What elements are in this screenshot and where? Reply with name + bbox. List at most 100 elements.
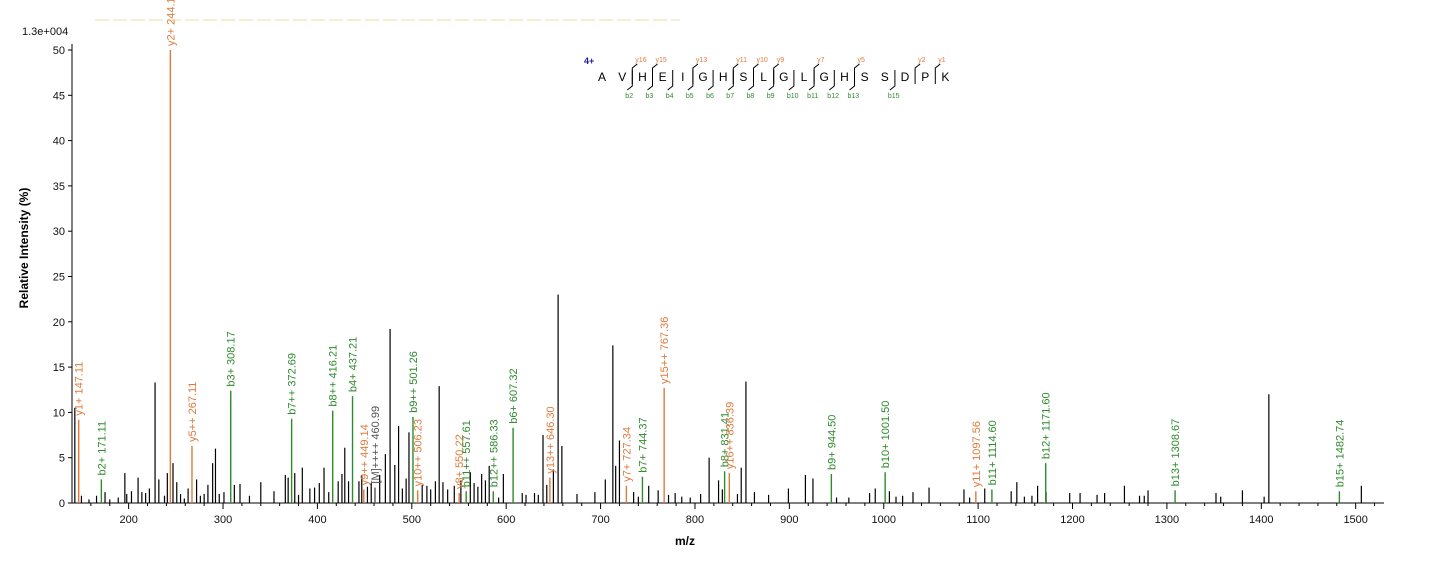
b-fragment-bracket [727,70,734,91]
sequence-residue: G [820,70,829,84]
sequence-residue: E [659,70,667,84]
peak-label: b2+ 171.11 [96,421,108,476]
sequence-residue: I [681,70,684,84]
peak-label: b6+ 607.32 [508,368,520,423]
y-tick-label: 5 [59,453,65,465]
b-fragment-index: b4 [666,93,674,100]
x-tick-label: 900 [780,514,798,526]
axes: 0 5 10 15 20 25 30 35 40 45 50 200 300 400 500 600 700 80… [53,19,1384,526]
peak-label: b3+ 308.17 [226,331,238,386]
y-fragment-bracket [652,63,658,84]
x-tick-label: 1300 [1155,514,1179,526]
sequence-residue: V [618,70,626,84]
y-tick-label: 10 [53,407,65,419]
y-tick-label: 40 [53,136,65,148]
b-fragment-index: b15 [888,93,900,100]
y-fragment-index: y11 [736,57,747,64]
sequence-residue: S [861,70,869,84]
x-tick-label: 1100 [966,514,990,526]
peak-label: y13++ 646.30 [545,406,557,473]
b-fragment-index: b11 [807,93,818,100]
sequence-residue: L [760,70,767,84]
b-fragment-index: b10 [787,93,799,100]
sequence-residue: G [698,70,707,84]
b-fragment-index: b8 [747,93,755,100]
peak-label: b8+ 831.41 [720,412,732,467]
x-tick-label: 600 [497,514,515,526]
sequence-residue: H [719,70,728,84]
sequence-residue: P [921,70,929,84]
y-fragment-index: y16 [635,57,646,64]
peak-labels: y1+ 147.11 b2+ 171.11 y2+ 244.18 y5++ 267.1… [74,0,1347,489]
b-fragment-bracket [889,70,896,91]
x-tick-label: 1000 [871,514,895,526]
peak-label: b8++ 416.21 [328,345,340,407]
b-fragment-index: b13 [848,93,860,100]
b-fragment-bracket [647,70,653,91]
peak-label: b11++ 557.61 [461,420,473,487]
peak-label: b4+ 437.21 [348,337,360,392]
x-tick-label: 800 [686,514,704,526]
x-tick-label: 400 [308,514,326,526]
y-tick-label: 30 [53,226,65,238]
b-fragment-bracket [748,70,754,91]
y-fragment-index: y1 [938,57,946,64]
peak-label: b9+ 944.50 [826,415,838,470]
peak-label: y8+ 550.22 [454,434,466,489]
x-tick-label: 1200 [1060,514,1084,526]
y-tick-label: 25 [53,272,65,284]
peak-label: b12++ 586.33 [488,419,500,487]
y-fragment-bracket [854,63,860,84]
sequence-residue: H [840,70,849,84]
y-fragment-bracket [753,63,759,84]
y-fragment-bracket [813,63,820,84]
b-fragment-index: b3 [646,93,654,100]
peak-label: y9++ 449.14 [359,424,371,485]
sequence-residue: S [739,70,747,84]
peak-label: y7+ 727.34 [621,427,633,482]
b-fragment-bracket [626,70,633,91]
y-fragment-index: y5 [858,57,866,64]
peak-label: y5++ 267.11 [187,382,199,442]
y-tick-label: 20 [53,317,65,329]
x-tick-label: 1400 [1249,514,1273,526]
b-fragment-bracket [707,70,714,91]
peak-label: y15++ 767.36 [659,317,671,384]
peak-label: b9++ 501.26 [408,351,420,413]
b-fragment-index: b2 [625,93,633,100]
b-fragment-bracket [828,70,835,91]
x-axis-title: m/z [675,534,695,548]
x-tick-label: 200 [119,514,137,526]
y-fragment-bracket [692,63,699,84]
y-axis-title: Relative Intensity (%) [17,188,31,309]
y-fragment-index: y15 [656,57,667,64]
y-fragment-index: y2 [918,57,926,64]
y-fragment-index: y7 [817,57,825,64]
y-fragment-bracket [631,63,638,84]
peak-label: [M]++++ 460.99 [370,406,382,484]
peak-label: b11+ 1114.60 [987,420,999,485]
y-fragment-index: y13 [696,57,707,64]
b-fragment-index: b5 [686,93,694,100]
x-tick-label: 700 [591,514,609,526]
sequence-residue: A [598,70,606,84]
b-fragment-bracket [808,70,815,91]
sequence-residue: K [941,70,949,84]
precursor-charge: 4+ [584,56,594,66]
peak-label: b12+ 1171.60 [1041,392,1053,459]
peak-sticks [74,50,1362,503]
peak-label: y1+ 147.11 [74,362,86,416]
peak-label: y10++ 506.23 [413,419,425,486]
y-fragment-bracket [773,63,780,84]
y-tick-label: 15 [53,362,65,374]
sequence-residue: D [901,70,910,84]
b-fragment-index: b6 [706,93,714,100]
y-tick-label: 0 [59,498,65,510]
b-fragment-bracket [788,70,795,91]
peak-label: y11+ 1097.56 [971,421,983,487]
sequence-residue: G [779,70,788,84]
b-fragment-index: b12 [827,93,839,100]
x-tick-label: 300 [214,514,232,526]
b-fragment-bracket [667,70,674,91]
